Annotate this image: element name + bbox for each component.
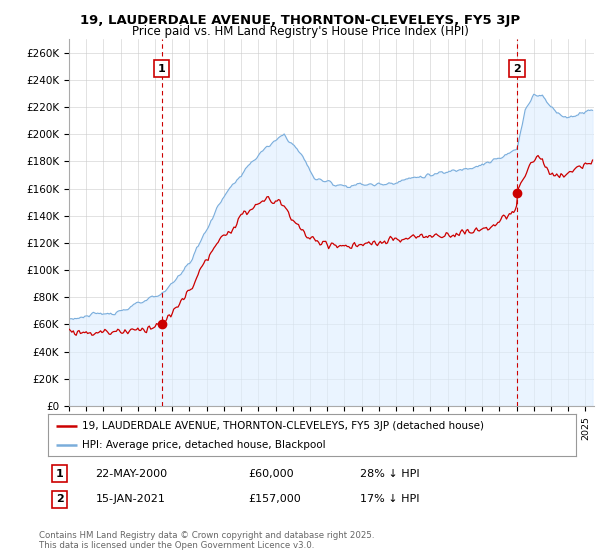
Text: Price paid vs. HM Land Registry's House Price Index (HPI): Price paid vs. HM Land Registry's House … [131, 25, 469, 38]
Text: Contains HM Land Registry data © Crown copyright and database right 2025.
This d: Contains HM Land Registry data © Crown c… [39, 531, 374, 550]
Text: 2: 2 [514, 63, 521, 73]
Text: HPI: Average price, detached house, Blackpool: HPI: Average price, detached house, Blac… [82, 440, 326, 450]
Text: 17% ↓ HPI: 17% ↓ HPI [359, 494, 419, 504]
Text: 15-JAN-2021: 15-JAN-2021 [95, 494, 166, 504]
Text: 1: 1 [158, 63, 166, 73]
Text: 1: 1 [56, 469, 64, 479]
Text: 19, LAUDERDALE AVENUE, THORNTON-CLEVELEYS, FY5 3JP (detached house): 19, LAUDERDALE AVENUE, THORNTON-CLEVELEY… [82, 421, 484, 431]
Text: £157,000: £157,000 [248, 494, 301, 504]
Text: 19, LAUDERDALE AVENUE, THORNTON-CLEVELEYS, FY5 3JP: 19, LAUDERDALE AVENUE, THORNTON-CLEVELEY… [80, 14, 520, 27]
Text: 28% ↓ HPI: 28% ↓ HPI [359, 469, 419, 479]
Text: £60,000: £60,000 [248, 469, 294, 479]
Text: 22-MAY-2000: 22-MAY-2000 [95, 469, 167, 479]
Text: 2: 2 [56, 494, 64, 504]
